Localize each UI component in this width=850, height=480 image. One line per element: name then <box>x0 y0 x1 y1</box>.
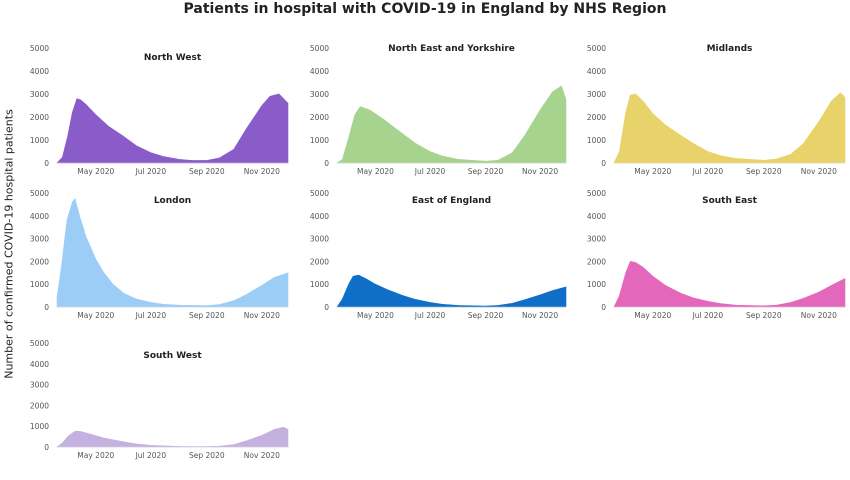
y-tick-label: 3000 <box>30 381 49 390</box>
x-tick-label: Nov 2020 <box>244 167 280 176</box>
y-tick-label: 2000 <box>310 257 329 266</box>
panel-title: Midlands <box>707 44 753 54</box>
panel-title: London <box>154 196 191 206</box>
chart-title: Patients in hospital with COVID-19 in En… <box>183 1 667 17</box>
y-tick-label: 1000 <box>310 280 329 289</box>
y-tick-label: 0 <box>44 443 49 452</box>
y-tick-label: 2000 <box>587 257 606 266</box>
panel-title: South West <box>143 351 202 361</box>
y-tick-label: 2000 <box>587 113 606 122</box>
area-series <box>56 93 289 164</box>
panel-east-of-england: 0 1000 2000 3000 4000 5000 May 2020 Jul 2020 Sep… <box>310 189 567 320</box>
y-tick-label: 0 <box>324 303 329 312</box>
panel-south-east: 0 1000 2000 3000 4000 5000 May 2020 Jul 2020 Sep… <box>587 189 846 320</box>
panel-midlands: 0 1000 2000 3000 4000 5000 May 2020 Jul 2020 Sep… <box>587 44 846 176</box>
x-tick-label: May 2020 <box>77 451 114 460</box>
y-tick-label: 4000 <box>587 212 606 221</box>
area-series <box>335 85 567 164</box>
area-series <box>56 426 289 448</box>
y-tick-label: 5000 <box>587 189 606 198</box>
y-tick-label: 2000 <box>30 113 49 122</box>
y-tick-label: 4000 <box>30 212 49 221</box>
x-tick-label: Jul 2020 <box>692 311 724 320</box>
panel-title: North West <box>144 53 202 63</box>
x-tick-label: Sep 2020 <box>468 167 504 176</box>
y-tick-label: 4000 <box>30 67 49 76</box>
y-tick-label: 5000 <box>30 339 49 348</box>
y-tick-label: 0 <box>44 303 49 312</box>
x-tick-label: Sep 2020 <box>468 311 504 320</box>
x-tick-label: May 2020 <box>357 167 394 176</box>
y-tick-label: 4000 <box>310 212 329 221</box>
y-tick-label: 3000 <box>30 90 49 99</box>
panel-south-west: 0 1000 2000 3000 4000 5000 May 2020 Jul 2020 Sep… <box>30 339 289 460</box>
panel-north-west: 0 1000 2000 3000 4000 5000 May 2020 Jul 2020 Sep… <box>30 44 289 176</box>
y-tick-label: 2000 <box>30 257 49 266</box>
y-tick-label: 0 <box>44 159 49 168</box>
x-tick-label: Jul 2020 <box>135 167 167 176</box>
area-series <box>613 92 846 164</box>
x-tick-label: May 2020 <box>634 167 671 176</box>
y-tick-label: 0 <box>324 159 329 168</box>
y-tick-label: 0 <box>601 159 606 168</box>
x-tick-label: Jul 2020 <box>135 311 167 320</box>
y-tick-label: 1000 <box>310 136 329 145</box>
area-series <box>336 274 567 308</box>
x-tick-label: Sep 2020 <box>189 451 225 460</box>
x-tick-label: Nov 2020 <box>801 311 837 320</box>
panel-title: South East <box>702 196 757 206</box>
x-tick-label: Jul 2020 <box>414 167 446 176</box>
y-tick-label: 1000 <box>30 136 49 145</box>
x-tick-label: Jul 2020 <box>414 311 446 320</box>
x-tick-label: Sep 2020 <box>746 167 782 176</box>
y-tick-label: 2000 <box>310 113 329 122</box>
y-tick-label: 3000 <box>587 235 606 244</box>
y-tick-label: 4000 <box>587 67 606 76</box>
x-tick-label: Jul 2020 <box>692 167 724 176</box>
y-tick-label: 0 <box>601 303 606 312</box>
x-tick-label: Sep 2020 <box>189 167 225 176</box>
x-tick-label: Sep 2020 <box>189 311 225 320</box>
y-tick-label: 3000 <box>30 235 49 244</box>
y-tick-label: 1000 <box>587 136 606 145</box>
y-tick-label: 5000 <box>587 44 606 53</box>
x-tick-label: Nov 2020 <box>801 167 837 176</box>
x-tick-label: Nov 2020 <box>522 311 558 320</box>
y-tick-label: 1000 <box>30 280 49 289</box>
x-tick-label: Nov 2020 <box>522 167 558 176</box>
panel-title: North East and Yorkshire <box>388 44 515 54</box>
y-tick-label: 3000 <box>310 90 329 99</box>
x-tick-label: Sep 2020 <box>746 311 782 320</box>
y-tick-label: 1000 <box>587 280 606 289</box>
panel-title: East of England <box>412 196 491 206</box>
x-tick-label: May 2020 <box>357 311 394 320</box>
y-tick-label: 3000 <box>587 90 606 99</box>
y-tick-label: 5000 <box>30 189 49 198</box>
y-tick-label: 5000 <box>30 44 49 53</box>
y-tick-label: 5000 <box>310 44 329 53</box>
panel-north-east-and-yorkshire: 0 1000 2000 3000 4000 5000 May 2020 Jul 2020 Sep… <box>310 44 567 176</box>
y-tick-label: 5000 <box>310 189 329 198</box>
y-tick-label: 1000 <box>30 422 49 431</box>
x-tick-label: May 2020 <box>77 311 114 320</box>
x-tick-label: Nov 2020 <box>244 311 280 320</box>
area-series <box>56 198 289 308</box>
panel-london: 0 1000 2000 3000 4000 5000 May 2020 Jul 2020 Sep… <box>30 189 289 320</box>
x-tick-label: May 2020 <box>77 167 114 176</box>
x-tick-label: Jul 2020 <box>135 451 167 460</box>
y-tick-label: 4000 <box>30 360 49 369</box>
y-tick-label: 4000 <box>310 67 329 76</box>
y-tick-label: 3000 <box>310 235 329 244</box>
x-tick-label: May 2020 <box>634 311 671 320</box>
x-tick-label: Nov 2020 <box>244 451 280 460</box>
area-series <box>613 261 846 308</box>
y-tick-label: 2000 <box>30 401 49 410</box>
